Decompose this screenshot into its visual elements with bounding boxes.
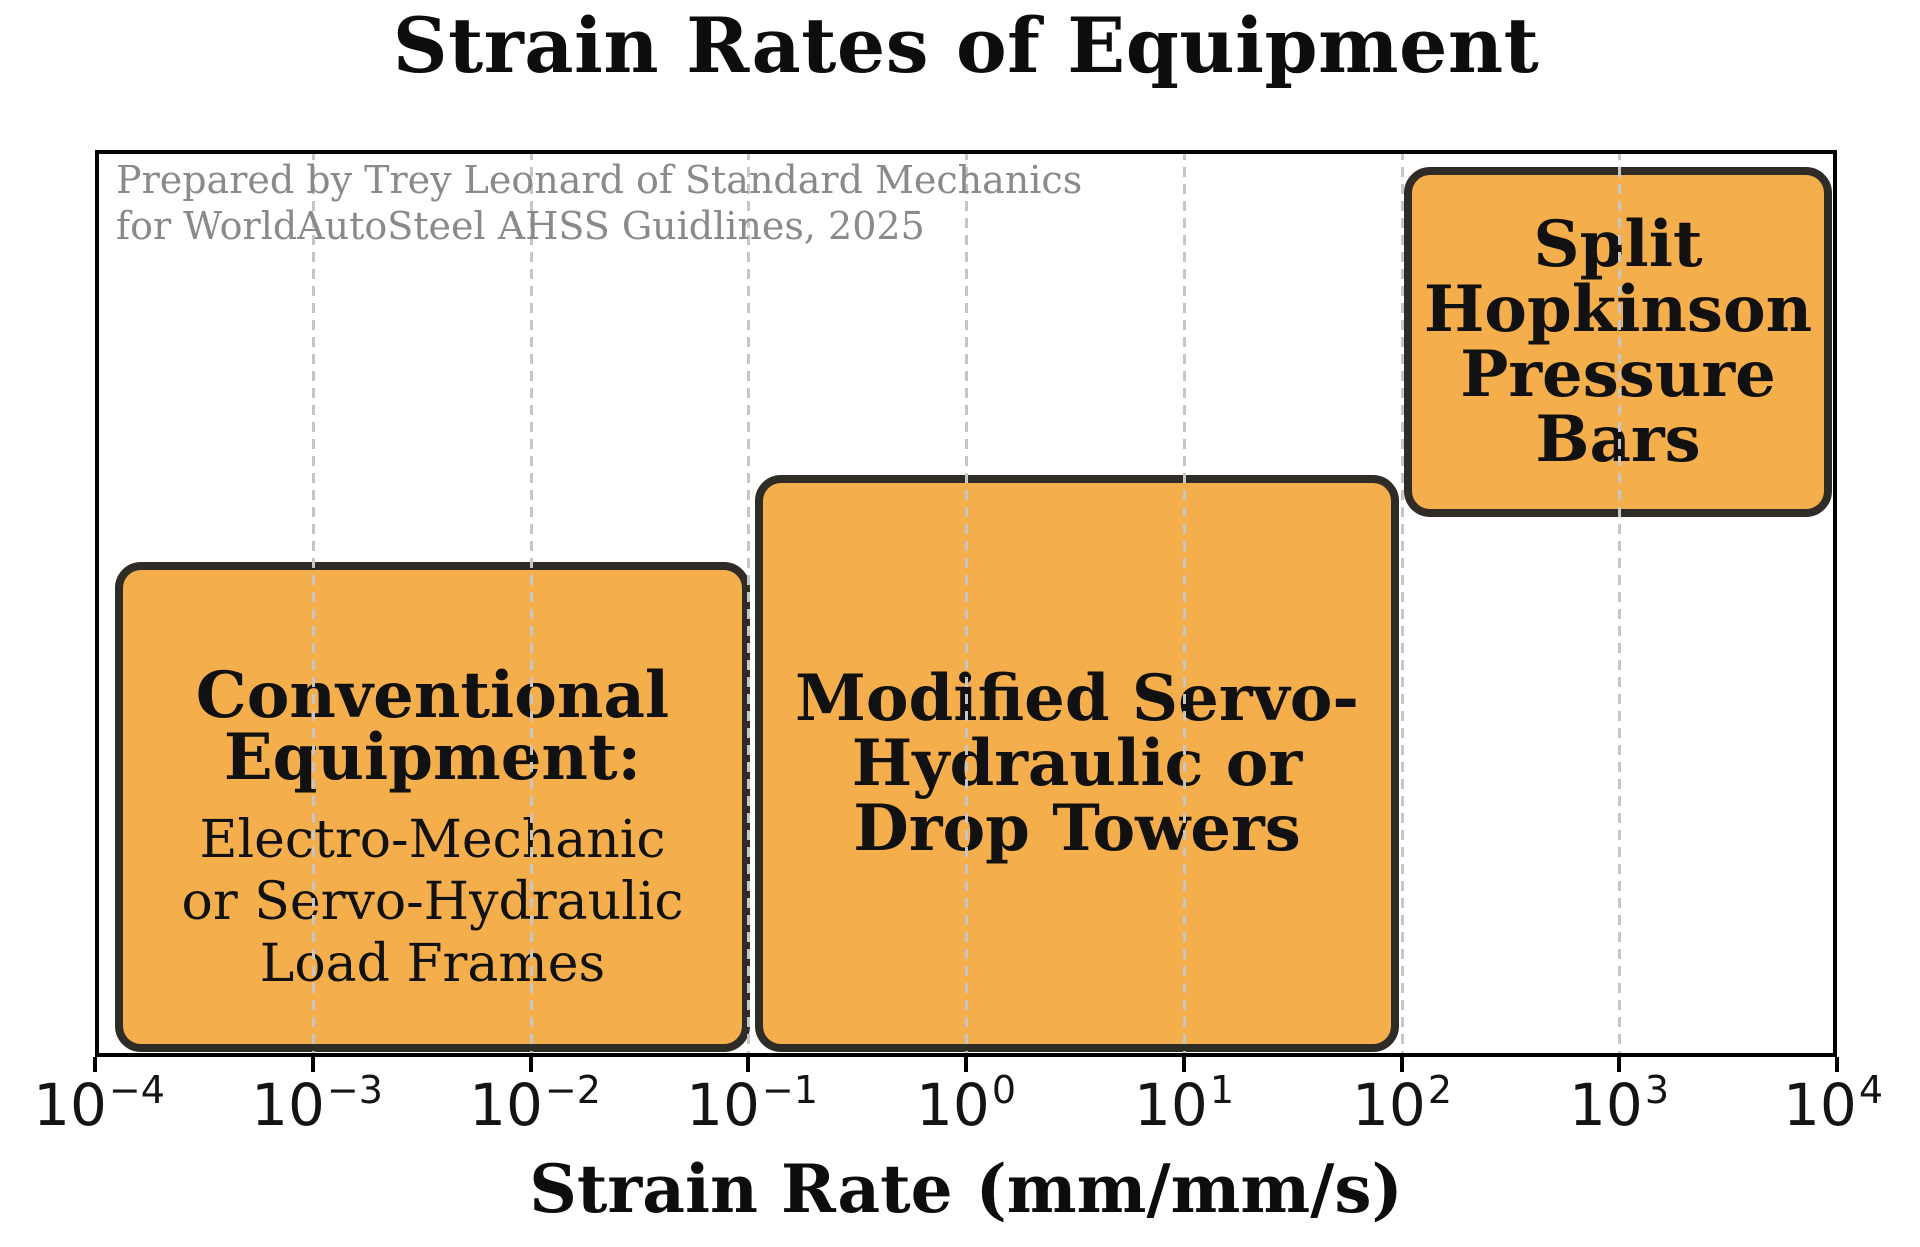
x-tick-label-1e-4: 10−4 <box>33 1069 165 1139</box>
tick-base: 10 <box>1569 1071 1643 1139</box>
tick-base: 10 <box>1134 1071 1208 1139</box>
gridline-1e3 <box>1617 150 1621 1057</box>
x-tick-mark-1e-3 <box>311 1057 315 1072</box>
box-label-servo-hydraulic: Modified Servo- Hydraulic or Drop Towers <box>795 661 1359 866</box>
tick-base: 10 <box>469 1071 543 1139</box>
x-tick-mark-1e0 <box>964 1057 968 1072</box>
tick-base: 10 <box>251 1071 325 1139</box>
x-tick-label-1e3: 103 <box>1569 1069 1669 1139</box>
tick-exponent: −3 <box>326 1068 383 1112</box>
tick-exponent: −2 <box>544 1068 601 1112</box>
tick-exponent: 2 <box>1427 1068 1452 1112</box>
x-tick-mark-1e4 <box>1835 1057 1839 1072</box>
tick-base: 10 <box>1352 1071 1426 1139</box>
x-tick-label-1e1: 101 <box>1134 1069 1234 1139</box>
gridline-1e0 <box>964 150 968 1057</box>
tick-exponent: 4 <box>1858 1068 1883 1112</box>
tick-exponent: 1 <box>1209 1068 1234 1112</box>
x-tick-label-1e0: 100 <box>916 1069 1016 1139</box>
x-tick-label-1e2: 102 <box>1352 1069 1452 1139</box>
x-tick-mark-1e-1 <box>746 1057 750 1072</box>
box-heading-conventional: Conventional Equipment: <box>195 658 670 795</box>
gridline-1e-3 <box>311 150 315 1057</box>
tick-base: 10 <box>916 1071 990 1139</box>
x-tick-label-1e-1: 10−1 <box>686 1069 818 1139</box>
tick-exponent: 3 <box>1644 1068 1669 1112</box>
tick-exponent: −1 <box>761 1068 818 1112</box>
x-tick-mark-1e3 <box>1617 1057 1621 1072</box>
tick-base: 10 <box>33 1071 107 1139</box>
gridline-1e2 <box>1400 150 1404 1057</box>
x-tick-label-1e4: 104 <box>1783 1069 1883 1139</box>
x-tick-label-1e-2: 10−2 <box>469 1069 601 1139</box>
gridline-1e-2 <box>529 150 533 1057</box>
chart-title: Strain Rates of Equipment <box>392 1 1540 90</box>
x-tick-mark-1e2 <box>1400 1057 1404 1072</box>
x-axis-label: Strain Rate (mm/mm/s) <box>529 1150 1403 1228</box>
tick-exponent: −4 <box>108 1068 165 1112</box>
gridline-1e1 <box>1182 150 1186 1057</box>
x-tick-mark-1e-2 <box>529 1057 533 1072</box>
gridline-1e-1 <box>746 150 750 1057</box>
plot-area: Conventional Equipment: Electro-Mechanic… <box>95 150 1837 1057</box>
x-tick-mark-1e-4 <box>93 1057 97 1072</box>
x-axis: 10−4 10−3 10−2 10−1 100 101 102 103 104 <box>33 1057 1883 1157</box>
attribution-note: Prepared by Trey Leonard of Standard Mec… <box>116 158 1083 248</box>
x-tick-label-1e-3: 10−3 <box>251 1069 383 1139</box>
tick-base: 10 <box>686 1071 760 1139</box>
tick-base: 10 <box>1783 1071 1857 1139</box>
equipment-box-conventional: Conventional Equipment: Electro-Mechanic… <box>115 562 750 1052</box>
tick-exponent: 0 <box>991 1068 1016 1112</box>
box-body-conventional: Electro-Mechanic or Servo-Hydraulic Load… <box>181 810 684 994</box>
equipment-box-servo-hydraulic-drop-towers: Modified Servo- Hydraulic or Drop Towers <box>755 475 1399 1052</box>
x-tick-mark-1e1 <box>1182 1057 1186 1072</box>
